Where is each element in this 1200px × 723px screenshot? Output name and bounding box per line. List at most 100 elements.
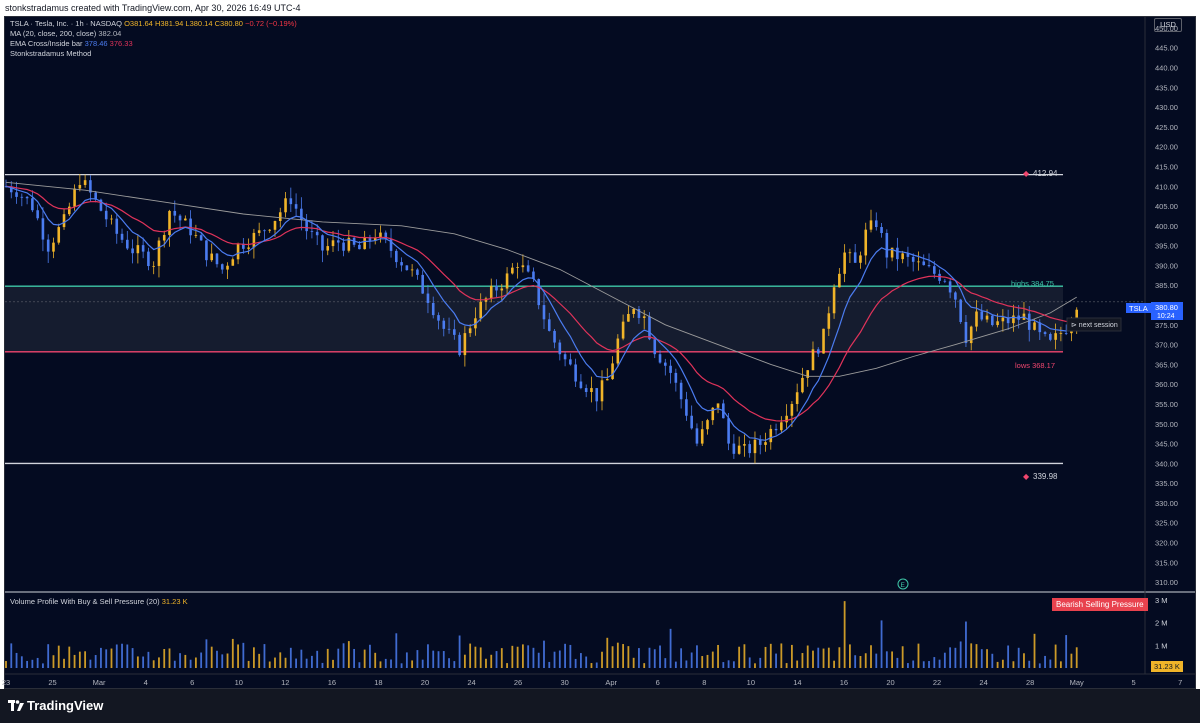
volume-bar: [84, 651, 87, 668]
volume-bar: [300, 649, 303, 668]
ticker-tag-label: TSLA: [1129, 304, 1148, 313]
time-tick-label: 23: [2, 678, 10, 687]
earnings-marker-label[interactable]: E: [901, 582, 906, 589]
volume-bar: [632, 657, 635, 668]
candle-body: [421, 274, 424, 294]
ma-row[interactable]: MA (20, close, 200, close) 382.04: [10, 29, 297, 39]
candle-body: [1012, 315, 1015, 324]
chart-frame[interactable]: [4, 16, 1196, 689]
candle-body: [363, 237, 366, 250]
candle-body: [52, 242, 55, 252]
volume-bar: [36, 657, 39, 668]
candle-body: [242, 243, 245, 249]
volume-bar: [1001, 659, 1004, 668]
method-label[interactable]: Stonkstradamus Method: [10, 49, 92, 58]
candle-body: [20, 196, 24, 198]
volume-bar: [506, 663, 508, 668]
candle-body: [685, 399, 688, 416]
candle-body: [405, 265, 409, 271]
volume-bar: [63, 658, 65, 668]
candle-body: [706, 420, 709, 430]
volume-bar: [606, 637, 609, 668]
currency-button[interactable]: USD: [1154, 18, 1182, 32]
volume-bar: [1049, 659, 1052, 668]
candle-body: [395, 250, 398, 263]
volume-bar: [970, 643, 973, 668]
candle-body: [231, 259, 235, 266]
volume-bar: [764, 646, 767, 668]
volume-bar: [126, 644, 129, 668]
volume-tick-label: 2 M: [1155, 619, 1168, 628]
candle-body: [1043, 332, 1047, 334]
candle-body: [400, 262, 403, 266]
time-tick-label: 20: [421, 678, 429, 687]
candle-body: [226, 265, 229, 270]
symbol-title[interactable]: TSLA · Tesla, Inc. · 1h · NASDAQ: [10, 19, 122, 28]
volume-bar: [216, 650, 218, 668]
method-row[interactable]: Stonkstradamus Method: [10, 49, 297, 59]
volume-legend-label[interactable]: Volume Profile With Buy & Sell Pressure …: [10, 597, 160, 606]
candle-body: [600, 380, 604, 402]
footer-bar: TradingView: [0, 689, 1200, 723]
candle-body: [289, 198, 293, 205]
price-tick-label: 335.00: [1155, 479, 1178, 488]
ema-fast-value: 378.46: [84, 39, 108, 48]
candle-body: [748, 444, 751, 454]
volume-bar: [152, 660, 155, 668]
volume-bar: [26, 660, 28, 668]
volume-bar: [210, 646, 213, 668]
candle-body: [447, 328, 451, 330]
volume-bar: [511, 645, 514, 668]
ma-label[interactable]: MA (20, close, 200, close): [10, 29, 97, 38]
candle-body: [1049, 333, 1052, 340]
candle-body: [695, 428, 699, 444]
candle-body: [389, 239, 393, 251]
volume-legend[interactable]: Volume Profile With Buy & Sell Pressure …: [10, 597, 188, 606]
volume-bar: [453, 661, 456, 668]
volume-bar: [78, 651, 81, 668]
volume-bar: [917, 643, 920, 668]
earnings-marker[interactable]: [897, 578, 909, 590]
price-tick-label: 410.00: [1155, 182, 1178, 191]
candle-body: [25, 196, 29, 199]
tradingview-logo-icon: [8, 700, 24, 711]
candle-body: [1054, 333, 1057, 340]
ema-label[interactable]: EMA Cross/Inside bar: [10, 39, 83, 48]
countdown-label: 10:24: [1157, 313, 1175, 320]
candle-body: [141, 245, 145, 252]
next-session-label[interactable]: ⊳ next session: [1071, 322, 1118, 329]
candle-body: [57, 227, 61, 243]
candle-body: [505, 273, 509, 289]
price-tick-label: 320.00: [1155, 539, 1178, 548]
volume-bar: [284, 657, 287, 668]
candle-body: [621, 321, 625, 339]
lower-level-label: 339.98: [1033, 472, 1058, 481]
candle-body: [822, 328, 825, 354]
symbol-row[interactable]: TSLA · Tesla, Inc. · 1h · NASDAQ O381.64…: [10, 19, 297, 29]
next-session-box[interactable]: [1066, 317, 1122, 332]
volume-bar: [485, 658, 487, 668]
volume-bar: [226, 653, 229, 668]
volume-bar: [880, 620, 883, 668]
candle-body: [284, 198, 287, 213]
volume-bar: [696, 645, 698, 668]
volume-bar: [342, 643, 345, 668]
volume-bar: [332, 659, 334, 668]
volume-bar: [326, 648, 329, 668]
ema-row[interactable]: EMA Cross/Inside bar 378.46 376.33: [10, 39, 297, 49]
candle-body: [985, 315, 989, 320]
volume-bar: [316, 650, 319, 668]
candle-body: [131, 248, 134, 254]
candle-body: [305, 219, 308, 232]
candle-body: [9, 186, 13, 193]
volume-bar: [479, 647, 482, 668]
upper-level-label: 412.94: [1033, 169, 1058, 178]
volume-bar: [685, 660, 688, 668]
volume-bar: [722, 662, 725, 668]
volume-bar: [416, 650, 419, 668]
volume-bar: [922, 661, 925, 668]
volume-bar: [5, 661, 7, 668]
candle-body: [453, 329, 456, 335]
volume-bar: [231, 638, 234, 668]
